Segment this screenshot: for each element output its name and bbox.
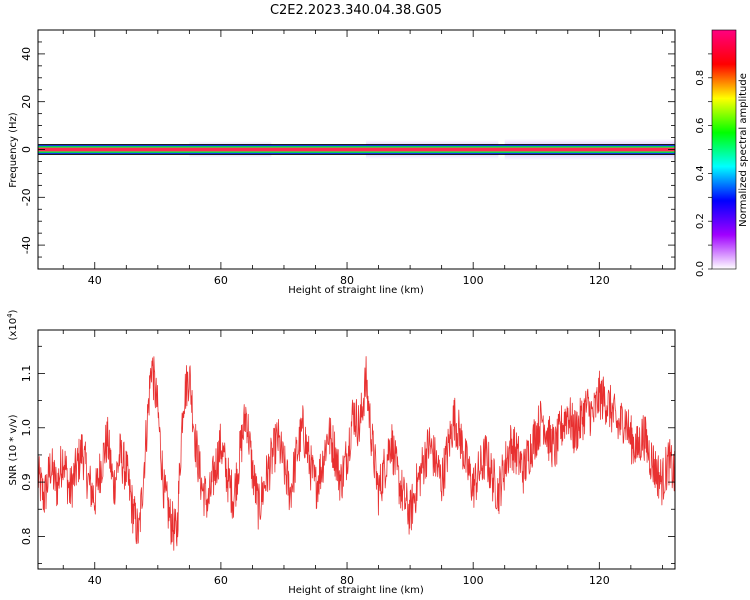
snr-x-tick-label: 60 bbox=[214, 574, 228, 587]
colorbar-tick-label: 0.0 bbox=[695, 261, 706, 277]
spectrogram-x-tick-label: 120 bbox=[589, 274, 610, 287]
spectrogram-y-ticks: 40 20 0 -20 -40 bbox=[20, 29, 675, 270]
snr-frame bbox=[37, 329, 676, 570]
spectrogram-y-tick-label: 0 bbox=[20, 146, 33, 153]
snr-y-tick-label: 0.9 bbox=[20, 473, 33, 491]
colorbar-ticks: 0.0 0.2 0.4 0.6 0.8 bbox=[695, 53, 712, 277]
snr-x-tick-label: 40 bbox=[88, 574, 102, 587]
spectrogram-x-tick-label: 60 bbox=[214, 274, 228, 287]
figure-title: C2E2.2023.340.04.38.G05 bbox=[270, 3, 442, 18]
spectrogram-x-label: Height of straight line (km) bbox=[288, 285, 424, 296]
snr-series-line bbox=[38, 356, 675, 551]
snr-y-label: SNR (10 * v/v) bbox=[8, 414, 19, 485]
colorbar-tick-label: 0.2 bbox=[695, 213, 706, 229]
spectrogram-x-tick-label: 100 bbox=[463, 274, 484, 287]
spectrogram-x-tick-label: 80 bbox=[340, 274, 354, 287]
colorbar-tick-label: 0.6 bbox=[695, 118, 706, 134]
snr-y-ticks: 0.8 0.9 1.0 1.1 bbox=[20, 345, 675, 564]
snr-scale-prefix: (x10 bbox=[8, 318, 19, 341]
spectrogram-x-ticks: 40 60 80 100 120 bbox=[62, 30, 663, 287]
colorbar-label: Normalized spectral amplitude bbox=[738, 73, 749, 227]
spectrogram-panel: 40 60 80 100 120 40 20 0 -20 -40 Height of strai… bbox=[8, 29, 676, 296]
snr-scale-label: (x104) bbox=[6, 309, 19, 340]
snr-x-label: Height of straight line (km) bbox=[288, 585, 424, 596]
spectrogram-y-label: Frequency (Hz) bbox=[8, 112, 19, 188]
colorbar-tick-label: 0.4 bbox=[695, 165, 706, 181]
band-core bbox=[38, 147, 675, 152]
spectrogram-band bbox=[38, 138, 675, 161]
snr-x-tick-label: 100 bbox=[463, 574, 484, 587]
snr-y-tick-label: 0.8 bbox=[20, 528, 33, 546]
snr-series-group bbox=[38, 356, 675, 551]
colorbar-tick-label: 0.8 bbox=[695, 70, 706, 86]
snr-panel: 40 60 80 100 120 0.8 0.9 1.0 1.1 Height of stra… bbox=[6, 309, 676, 596]
snr-scale-close: ) bbox=[8, 309, 19, 313]
spectrogram-y-tick-label: -40 bbox=[20, 236, 33, 254]
snr-background bbox=[38, 330, 675, 569]
snr-y-tick-label: 1.0 bbox=[20, 419, 33, 437]
snr-scale-exponent: 4 bbox=[6, 313, 14, 318]
spectrogram-x-tick-label: 40 bbox=[88, 274, 102, 287]
colorbar: 0.0 0.2 0.4 0.6 0.8 Normalized spectral ampl… bbox=[695, 29, 749, 277]
colorbar-bar bbox=[711, 29, 737, 270]
spectrogram-y-tick-label: 20 bbox=[20, 95, 33, 109]
snr-x-tick-label: 80 bbox=[340, 574, 354, 587]
snr-x-ticks: 40 60 80 100 120 bbox=[62, 330, 663, 587]
snr-y-tick-label: 1.1 bbox=[20, 365, 33, 383]
snr-x-tick-label: 120 bbox=[589, 574, 610, 587]
spectrogram-y-tick-label: -20 bbox=[20, 188, 33, 206]
spectrogram-y-tick-label: 40 bbox=[20, 47, 33, 61]
